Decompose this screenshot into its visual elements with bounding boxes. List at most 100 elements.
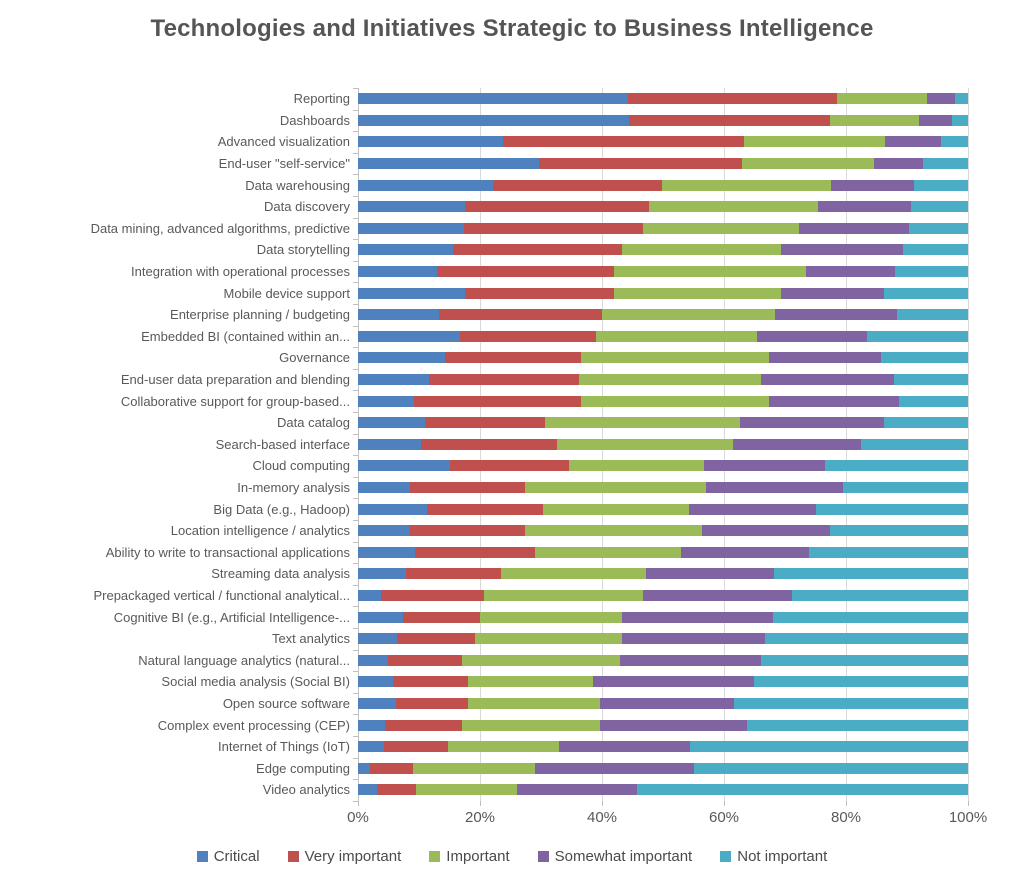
- bar-segment-not-important: [747, 719, 968, 731]
- bar-segment-important: [479, 611, 622, 623]
- category-tick: [353, 195, 358, 197]
- bar-segment-not-important: [941, 136, 968, 148]
- category-label: Edge computing: [256, 760, 350, 776]
- x-axis-tick: [601, 800, 603, 806]
- bar-track: [358, 309, 968, 321]
- bar-segment-very-important: [402, 611, 480, 623]
- bar-segment-critical: [358, 309, 440, 321]
- chart-row: End-user data preparation and blending: [0, 369, 1024, 391]
- bar-segment-somewhat-important: [733, 438, 862, 450]
- bar-segment-critical: [358, 244, 454, 256]
- category-tick: [353, 217, 358, 219]
- bar-segment-somewhat-important: [600, 697, 735, 709]
- legend-item-label: Somewhat important: [554, 847, 693, 865]
- category-label: Big Data (e.g., Hadoop): [213, 501, 350, 517]
- plot-area: Reporting Dashboards Advanced visualizatio…: [0, 88, 1024, 801]
- bar-segment-critical: [358, 568, 407, 580]
- bar-segment-critical: [358, 719, 385, 731]
- x-axis-tick-label: 0%: [347, 808, 369, 826]
- bar-segment-critical: [358, 179, 493, 191]
- bar-track: [358, 784, 968, 796]
- category-tick: [353, 239, 358, 241]
- bar-segment-somewhat-important: [885, 136, 942, 148]
- category-label: Prepackaged vertical / functional analyt…: [93, 587, 350, 603]
- bar-track: [358, 654, 968, 666]
- bar-track: [358, 201, 968, 213]
- bar-segment-critical: [358, 93, 629, 105]
- chart-row: Streaming data analysis: [0, 563, 1024, 585]
- bar-segment-somewhat-important: [592, 676, 755, 688]
- bar-segment-very-important: [406, 568, 501, 580]
- bar-track: [358, 633, 968, 645]
- bar-segment-important: [500, 568, 646, 580]
- bar-segment-important: [581, 352, 769, 364]
- bar-segment-not-important: [884, 287, 968, 299]
- bar-segment-critical: [358, 633, 398, 645]
- chart-row: Enterprise planning / budgeting: [0, 304, 1024, 326]
- category-tick: [353, 260, 358, 262]
- category-label: Location intelligence / analytics: [170, 523, 350, 539]
- category-label: Data storytelling: [256, 242, 350, 258]
- bar-segment-critical: [358, 136, 504, 148]
- chart-row: Complex event processing (CEP): [0, 714, 1024, 736]
- bar-segment-somewhat-important: [535, 762, 695, 774]
- category-tick: [353, 498, 358, 500]
- bar-segment-somewhat-important: [768, 395, 900, 407]
- chart-row: Video analytics: [0, 779, 1024, 801]
- category-tick: [353, 779, 358, 781]
- bar-segment-important: [601, 309, 776, 321]
- bar-segment-very-important: [414, 546, 535, 558]
- category-label: Search-based interface: [215, 436, 350, 452]
- bar-segment-very-important: [384, 719, 463, 731]
- chart-row: Reporting: [0, 88, 1024, 110]
- bar-segment-critical: [358, 330, 460, 342]
- bar-track: [358, 697, 968, 709]
- bar-segment-somewhat-important: [702, 525, 830, 537]
- category-label: Complex event processing (CEP): [157, 717, 350, 733]
- category-label: Open source software: [222, 695, 350, 711]
- bar-segment-very-important: [465, 201, 649, 213]
- bar-segment-not-important: [773, 611, 968, 623]
- legend-swatch-not-important: [720, 850, 732, 862]
- bar-segment-critical: [358, 266, 437, 278]
- bar-segment-important: [474, 633, 623, 645]
- category-label: Embedded BI (contained within an...: [141, 328, 350, 344]
- bar-segment-important: [544, 417, 741, 429]
- category-label: Internet of Things (IoT): [218, 739, 350, 755]
- bar-segment-very-important: [429, 374, 580, 386]
- bar-segment-critical: [358, 201, 466, 213]
- bar-segment-important: [415, 784, 517, 796]
- chart-row: Search-based interface: [0, 434, 1024, 456]
- bar-segment-somewhat-important: [761, 374, 894, 386]
- legend-item-label: Not important: [737, 847, 828, 865]
- bar-segment-not-important: [893, 374, 968, 386]
- legend: Critical Very important Important Somewhat …: [0, 848, 1024, 865]
- category-tick: [353, 735, 358, 737]
- bar-track: [358, 287, 968, 299]
- bar-segment-somewhat-important: [705, 481, 843, 493]
- bar-segment-not-important: [761, 654, 968, 666]
- bar-segment-important: [569, 460, 705, 472]
- bar-segment-somewhat-important: [621, 611, 774, 623]
- chart-row: Collaborative support for group-based...: [0, 390, 1024, 412]
- bar-segment-somewhat-important: [756, 330, 868, 342]
- bar-track: [358, 222, 968, 234]
- category-tick: [353, 303, 358, 305]
- bar-segment-somewhat-important: [680, 546, 810, 558]
- bar-segment-not-important: [909, 222, 968, 234]
- category-label: Data discovery: [264, 199, 350, 215]
- chart-row: Advanced visualization: [0, 131, 1024, 153]
- bar-segment-critical: [358, 352, 445, 364]
- bar-track: [358, 741, 968, 753]
- category-tick: [353, 519, 358, 521]
- bar-track: [358, 568, 968, 580]
- bar-segment-important: [557, 438, 734, 450]
- x-axis-tick: [723, 800, 725, 806]
- bar-segment-very-important: [420, 438, 558, 450]
- bar-segment-critical: [358, 784, 377, 796]
- bar-segment-very-important: [449, 460, 570, 472]
- bar-track: [358, 438, 968, 450]
- bar-segment-critical: [358, 460, 450, 472]
- gridline: [967, 88, 969, 801]
- bar-segment-somewhat-important: [919, 114, 953, 126]
